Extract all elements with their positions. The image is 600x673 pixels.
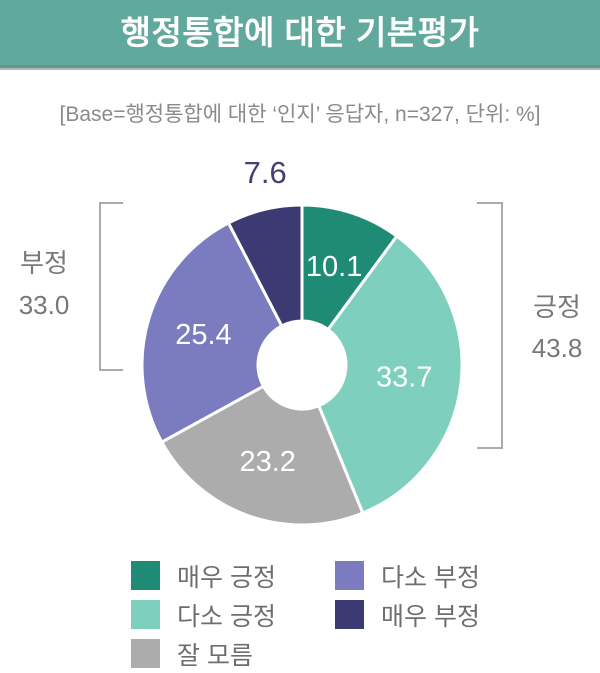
group-value-negative: 33.0: [19, 290, 70, 320]
slice-value-dont-know: 23.2: [239, 446, 295, 478]
donut-slice-very-negative: [226, 203, 304, 328]
band-shadow-light: [0, 68, 600, 70]
title-band: 행정통합에 대한 기본평가: [0, 0, 600, 65]
base-note: [Base=행정통합에 대한 ‘인지’ 응답자, n=327, 단위: %]: [59, 103, 541, 126]
legend-label-very-negative: 매우 부정: [381, 602, 480, 631]
donut-slice-somewhat-negative: [140, 221, 284, 444]
legend-item-somewhat-positive: 다소 긍정: [131, 595, 335, 634]
legend-item-very-positive: 매우 긍정: [131, 556, 335, 595]
slice-value-somewhat-positive: 33.7: [376, 362, 432, 394]
legend-swatch-very-positive: [131, 561, 160, 590]
donut-slice-dont-know: [160, 384, 365, 527]
legend-item-somewhat-negative: 다소 부정: [335, 556, 480, 595]
bracket-negative: [99, 202, 123, 371]
legend-item-very-negative: 매우 부정: [335, 595, 480, 634]
legend-swatch-somewhat-positive: [131, 600, 160, 629]
legend-swatch-dont-know: [131, 639, 160, 668]
group-name-positive: 긍정: [533, 292, 581, 322]
legend-swatch-somewhat-negative: [335, 561, 364, 590]
donut-slice-somewhat-positive: [317, 234, 464, 515]
group-value-positive: 43.8: [532, 333, 583, 363]
legend-label-somewhat-positive: 다소 긍정: [177, 602, 276, 631]
legend-swatch-very-negative: [335, 600, 364, 629]
legend: 매우 긍정 다소 긍정 잘 모름 다소 부정 매우 부정: [131, 556, 480, 673]
donut-chart: 10.1 33.7 23.2 25.4 7.6 긍정 43.8 부정 33.0: [19, 155, 583, 527]
band-shadow-dark: [0, 65, 600, 68]
legend-label-dont-know: 잘 모름: [177, 641, 253, 670]
legend-item-dont-know: 잘 모름: [131, 634, 335, 673]
legend-label-very-positive: 매우 긍정: [177, 563, 276, 592]
legend-label-somewhat-negative: 다소 부정: [381, 563, 480, 592]
slice-value-very-negative: 7.6: [244, 155, 287, 190]
page-title: 행정통합에 대한 기본평가: [120, 14, 480, 51]
slice-value-very-positive: 10.1: [306, 251, 362, 283]
bracket-positive: [477, 202, 503, 449]
group-name-negative: 부정: [20, 248, 68, 278]
slice-value-somewhat-negative: 25.4: [175, 319, 231, 351]
